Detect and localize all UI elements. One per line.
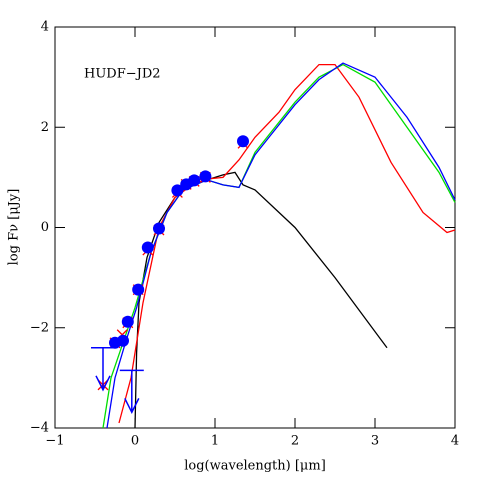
y-axis-label: log Fν [μJy]: [7, 189, 22, 266]
model-line: [118, 63, 456, 424]
x-tick-label: −1: [45, 434, 64, 449]
y-tick-label: 0: [41, 220, 49, 235]
x-tick-label: 4: [451, 434, 459, 449]
x-tick-label: 1: [211, 434, 219, 449]
upper-limit: [91, 347, 115, 392]
y-tick-label: 2: [41, 120, 49, 135]
data-point: [237, 135, 249, 148]
annotation: HUDF−JD2: [84, 67, 161, 82]
y-tick-label: −4: [30, 421, 49, 436]
y-tick-label: −2: [30, 320, 49, 335]
model-line: [106, 62, 456, 429]
data-point: [188, 174, 201, 187]
x-tick-label: 3: [371, 434, 379, 449]
data-point: [153, 222, 165, 235]
x-tick-label: 2: [291, 434, 299, 449]
data-point: [141, 241, 154, 254]
data-point: [117, 334, 129, 347]
model-line: [134, 171, 388, 429]
data-point: [171, 184, 184, 197]
model-line: [102, 63, 456, 429]
data-point: [121, 315, 134, 328]
upper-limit: [119, 369, 144, 415]
data-point: [199, 170, 212, 183]
data-point: [132, 283, 145, 296]
y-tick-label: 4: [41, 20, 49, 35]
x-tick-label: 0: [131, 434, 139, 449]
x-axis-label: log(wavelength) [μm]: [184, 459, 326, 474]
